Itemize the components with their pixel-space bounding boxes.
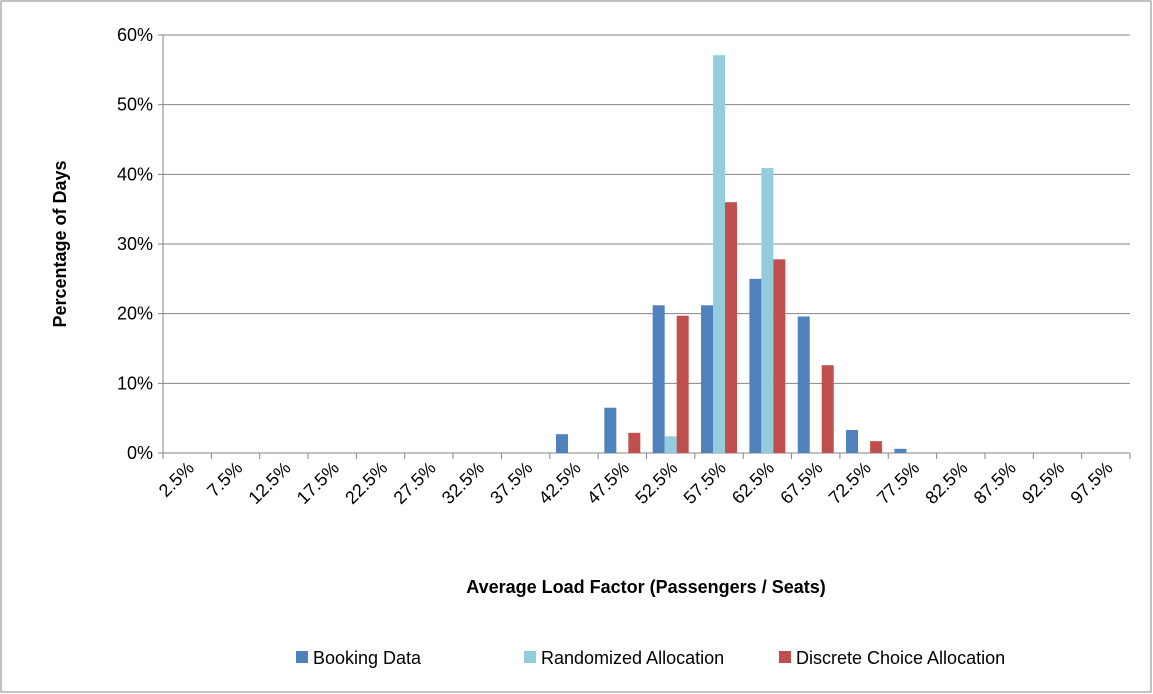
bar — [725, 202, 738, 453]
legend-swatch — [296, 651, 308, 663]
y-tick-label: 60% — [117, 25, 153, 45]
x-axis-title: Average Load Factor (Passengers / Seats) — [466, 577, 825, 597]
y-tick-label: 0% — [127, 443, 153, 463]
legend-swatch — [779, 651, 791, 663]
y-tick-label: 10% — [117, 373, 153, 393]
bar — [761, 168, 774, 453]
bar — [555, 434, 568, 453]
bar — [846, 430, 859, 453]
bar — [676, 315, 689, 453]
y-axis-title: Percentage of Days — [50, 160, 70, 327]
y-tick-label: 30% — [117, 234, 153, 254]
bar — [604, 407, 617, 453]
bar — [628, 432, 641, 453]
y-tick-label: 20% — [117, 304, 153, 324]
bar — [821, 365, 834, 453]
bar — [894, 448, 907, 453]
bar — [652, 305, 665, 453]
bar — [749, 278, 762, 453]
bar — [713, 55, 726, 453]
legend-label: Randomized Allocation — [541, 648, 724, 668]
bar — [773, 259, 786, 453]
bar — [664, 436, 677, 453]
bar — [797, 316, 810, 453]
y-tick-label: 50% — [117, 95, 153, 115]
y-tick-label: 40% — [117, 164, 153, 184]
bar — [701, 305, 714, 453]
bar — [870, 441, 883, 453]
legend-label: Discrete Choice Allocation — [796, 648, 1005, 668]
legend-label: Booking Data — [313, 648, 422, 668]
legend-swatch — [524, 651, 536, 663]
